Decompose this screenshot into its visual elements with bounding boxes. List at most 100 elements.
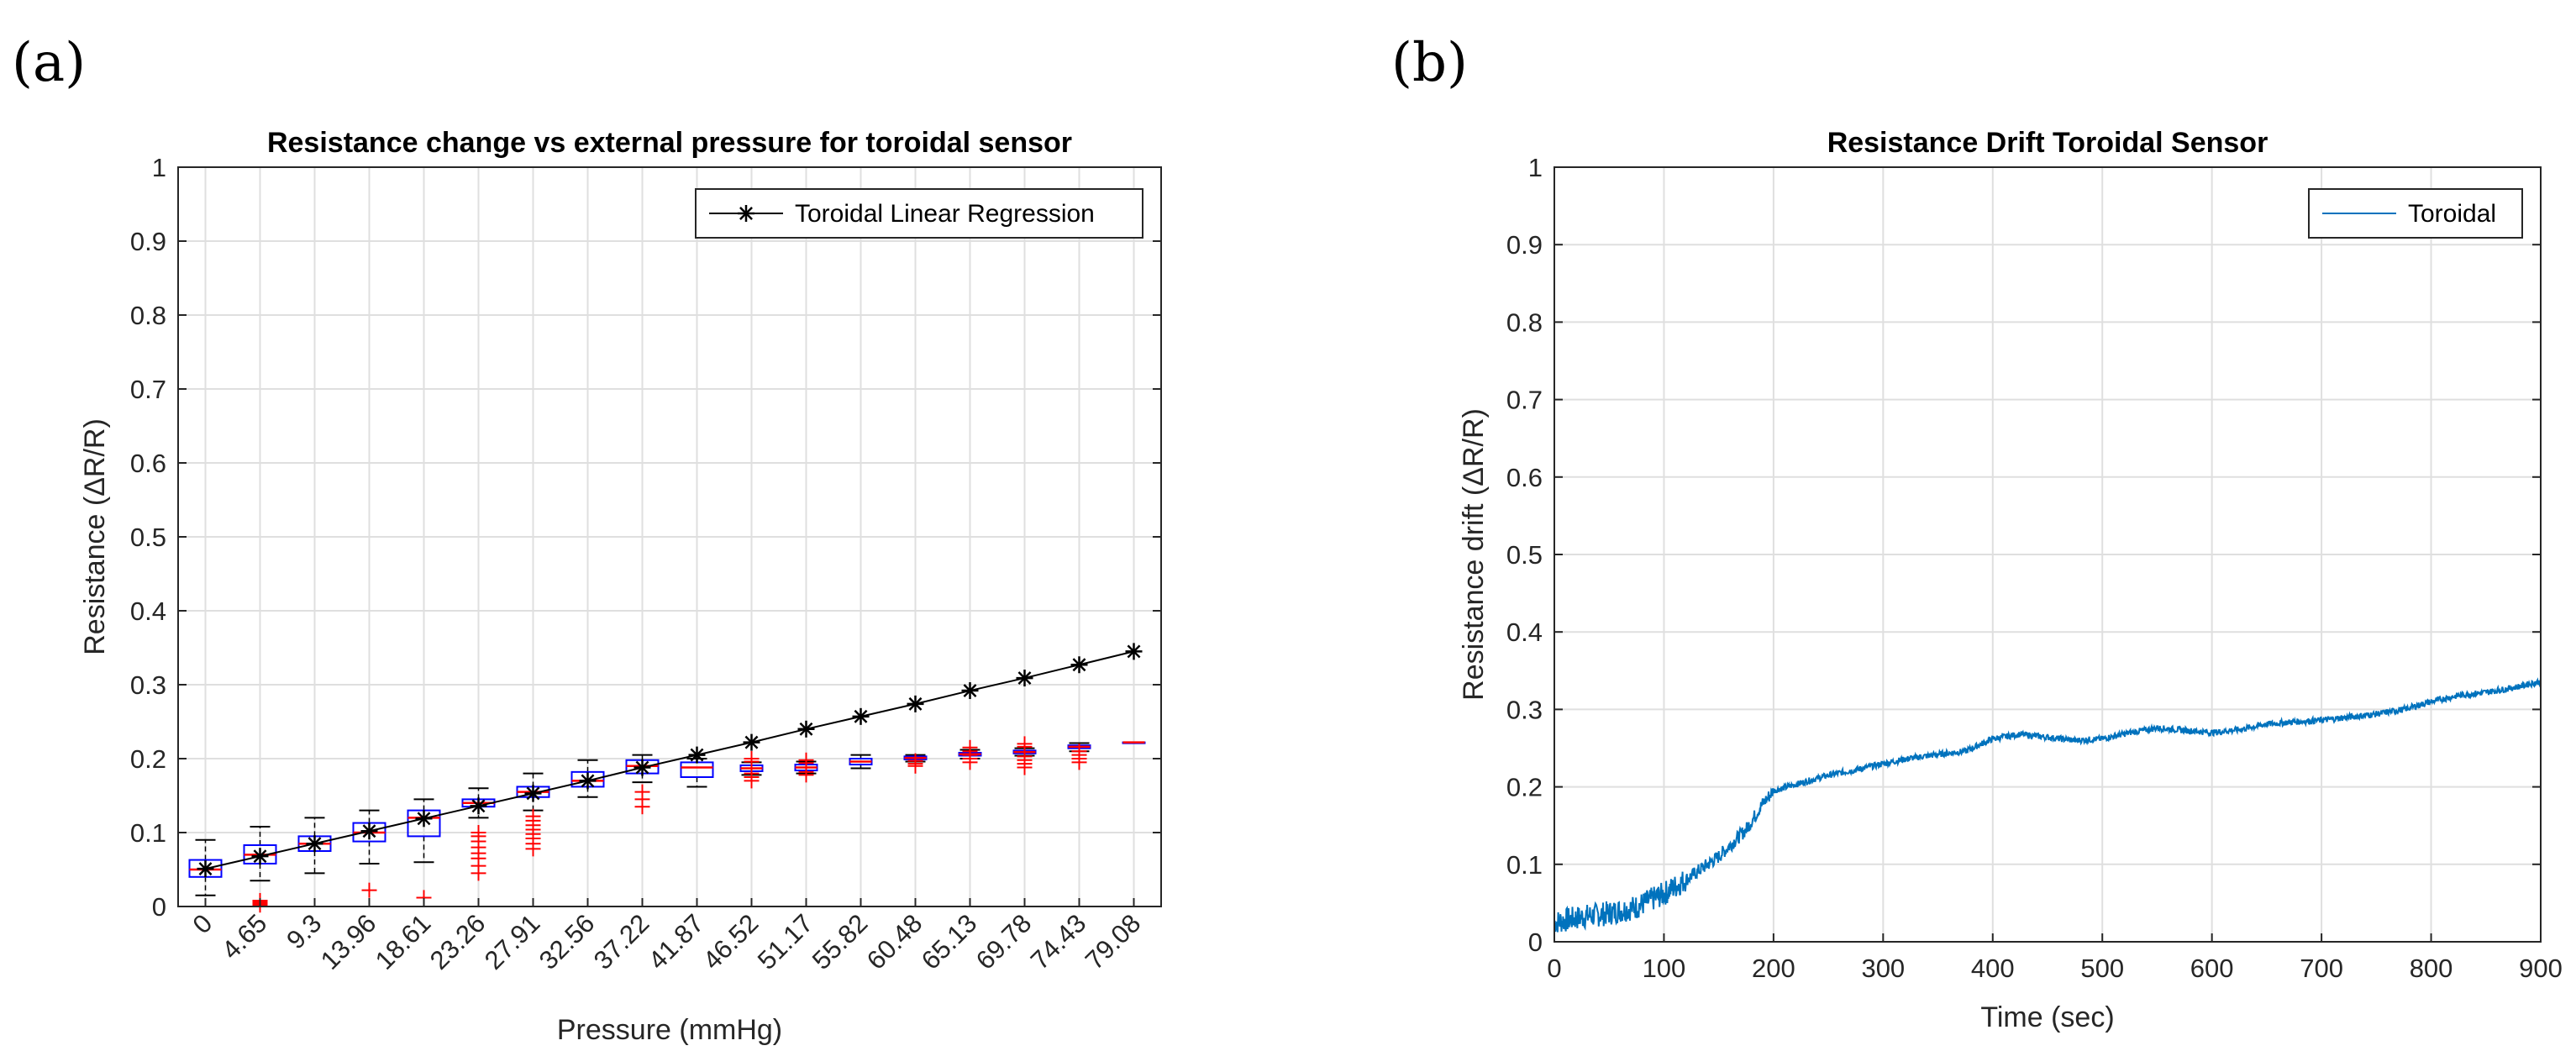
x-tick-label: 400	[1971, 954, 2015, 983]
x-tick-label: 27.91	[479, 908, 546, 975]
regression-point-stroke	[581, 774, 595, 788]
regression-point-stroke	[417, 812, 431, 826]
regression-point	[961, 682, 979, 700]
y-tick-label: 0	[1528, 928, 1543, 957]
x-tick-label: 18.61	[370, 908, 437, 975]
y-tick-label: 0.8	[130, 301, 166, 330]
regression-point	[907, 695, 924, 712]
y-tick-label: 0	[152, 892, 166, 922]
y-tick-label: 0.2	[130, 744, 166, 774]
regression-point-stroke	[1072, 658, 1086, 672]
box-41.87	[680, 758, 714, 788]
box-55.82	[849, 754, 873, 770]
regression-point-stroke	[963, 684, 977, 697]
legend-box	[695, 188, 1143, 239]
regression-line	[205, 650, 1134, 870]
x-axis-label-a: Pressure (mmHg)	[557, 1014, 782, 1046]
box-65.13	[958, 739, 982, 770]
regression-point	[1070, 656, 1088, 674]
chart-b: 0 0.1 0.2 0.3 0.4 0.5 0.6 0.7 0.8 0.9 1 0 100 200 300 4…	[1458, 127, 2563, 1033]
regression-point-stroke	[635, 760, 649, 775]
regression-point-stroke	[362, 824, 376, 838]
legend-star-icon	[738, 205, 754, 222]
regression-point	[524, 785, 542, 802]
x-tick-label: 900	[2519, 954, 2563, 983]
box-79.08	[1122, 741, 1146, 744]
regression-point-stroke	[198, 862, 213, 876]
box-51.17	[794, 752, 818, 783]
x-tick-label: 600	[2190, 954, 2234, 983]
drift-series-line	[1553, 677, 2542, 933]
regression-point-stroke	[744, 735, 759, 749]
panel-a-label: (a)	[12, 32, 86, 94]
x-tick-label: 69.78	[970, 908, 1038, 975]
x-tick-label: 4.65	[216, 908, 272, 964]
regression-point-stroke	[253, 849, 267, 864]
x-tick-label: 100	[1643, 954, 1686, 983]
regression-point-stroke	[690, 748, 704, 762]
regression-point	[743, 733, 760, 751]
regression-point	[251, 848, 269, 865]
x-tick-label: 23.26	[424, 908, 492, 975]
box-74.43	[1067, 742, 1091, 770]
x-tick-label: 300	[1861, 954, 1905, 983]
x-tick-label: 74.43	[1025, 908, 1092, 975]
y-tick-label: 0.6	[130, 449, 166, 478]
regression-point-stroke	[526, 786, 540, 801]
y-tick-label: 0.9	[130, 227, 166, 256]
regression-point-stroke	[1017, 671, 1032, 686]
y-tick-label: 0.6	[1506, 463, 1543, 492]
regression-point-stroke	[471, 799, 486, 813]
x-tick-label: 55.82	[807, 908, 874, 975]
regression-point	[797, 720, 815, 738]
y-tick-label: 0.7	[1506, 386, 1543, 415]
x-tick-label: 51.17	[752, 908, 819, 975]
regression-point-stroke	[308, 837, 322, 851]
x-tick-label: 500	[2080, 954, 2124, 983]
regression-point	[579, 772, 597, 790]
y-tick-label: 0.9	[1506, 230, 1543, 260]
x-tick-label: 13.96	[315, 908, 382, 975]
regression-point	[306, 835, 323, 853]
x-tick-label: 800	[2410, 954, 2453, 983]
y-tick-label: 0.5	[130, 523, 166, 552]
y-tick-label: 0.8	[1506, 307, 1543, 337]
y-axis-label-a: Resistance (ΔR/R)	[79, 418, 111, 655]
legend-label: Toroidal Linear Regression	[795, 200, 1095, 228]
x-tick-label: 0	[187, 908, 218, 939]
chart-b-title: Resistance Drift Toroidal Sensor	[1827, 127, 2268, 159]
regression-point	[852, 707, 870, 725]
x-tick-label: 0	[1547, 954, 1561, 983]
box-60.48	[903, 753, 928, 774]
regression-point-stroke	[1127, 644, 1141, 659]
x-tick-label: 41.87	[643, 908, 710, 975]
regression-point-stroke	[908, 696, 923, 711]
y-tick-label: 0.7	[130, 375, 166, 404]
x-tick-label: 60.48	[861, 908, 928, 975]
box-46.52	[739, 751, 764, 789]
x-tick-label: 32.56	[534, 908, 601, 975]
chart-a-title: Resistance change vs external pressure f…	[267, 127, 1072, 159]
x-tick-label: 79.08	[1080, 908, 1147, 975]
regression-point	[470, 797, 487, 815]
y-tick-label: 0.5	[1506, 540, 1543, 570]
panel-b-label: (b)	[1391, 32, 1468, 94]
y-axis-label-b: Resistance drift (ΔR/R)	[1458, 408, 1490, 701]
y-tick-label: 0.1	[130, 818, 166, 848]
regression-point	[1125, 643, 1143, 660]
y-tick-label: 1	[1528, 153, 1543, 182]
y-tick-label: 0.1	[1506, 850, 1543, 880]
x-tick-label: 37.22	[588, 908, 655, 975]
legend-a: Toroidal Linear Regression	[695, 188, 1143, 239]
y-tick-label: 0.3	[130, 670, 166, 700]
regression-point	[197, 860, 214, 878]
legend-label: Toroidal	[2408, 200, 2496, 228]
regression-point	[688, 746, 706, 764]
x-tick-label: 46.52	[697, 908, 765, 975]
y-tick-label: 1	[152, 153, 166, 182]
x-axis-label-b: Time (sec)	[1980, 1001, 2114, 1033]
x-tick-label: 9.3	[281, 908, 327, 954]
regression-point	[360, 822, 378, 840]
